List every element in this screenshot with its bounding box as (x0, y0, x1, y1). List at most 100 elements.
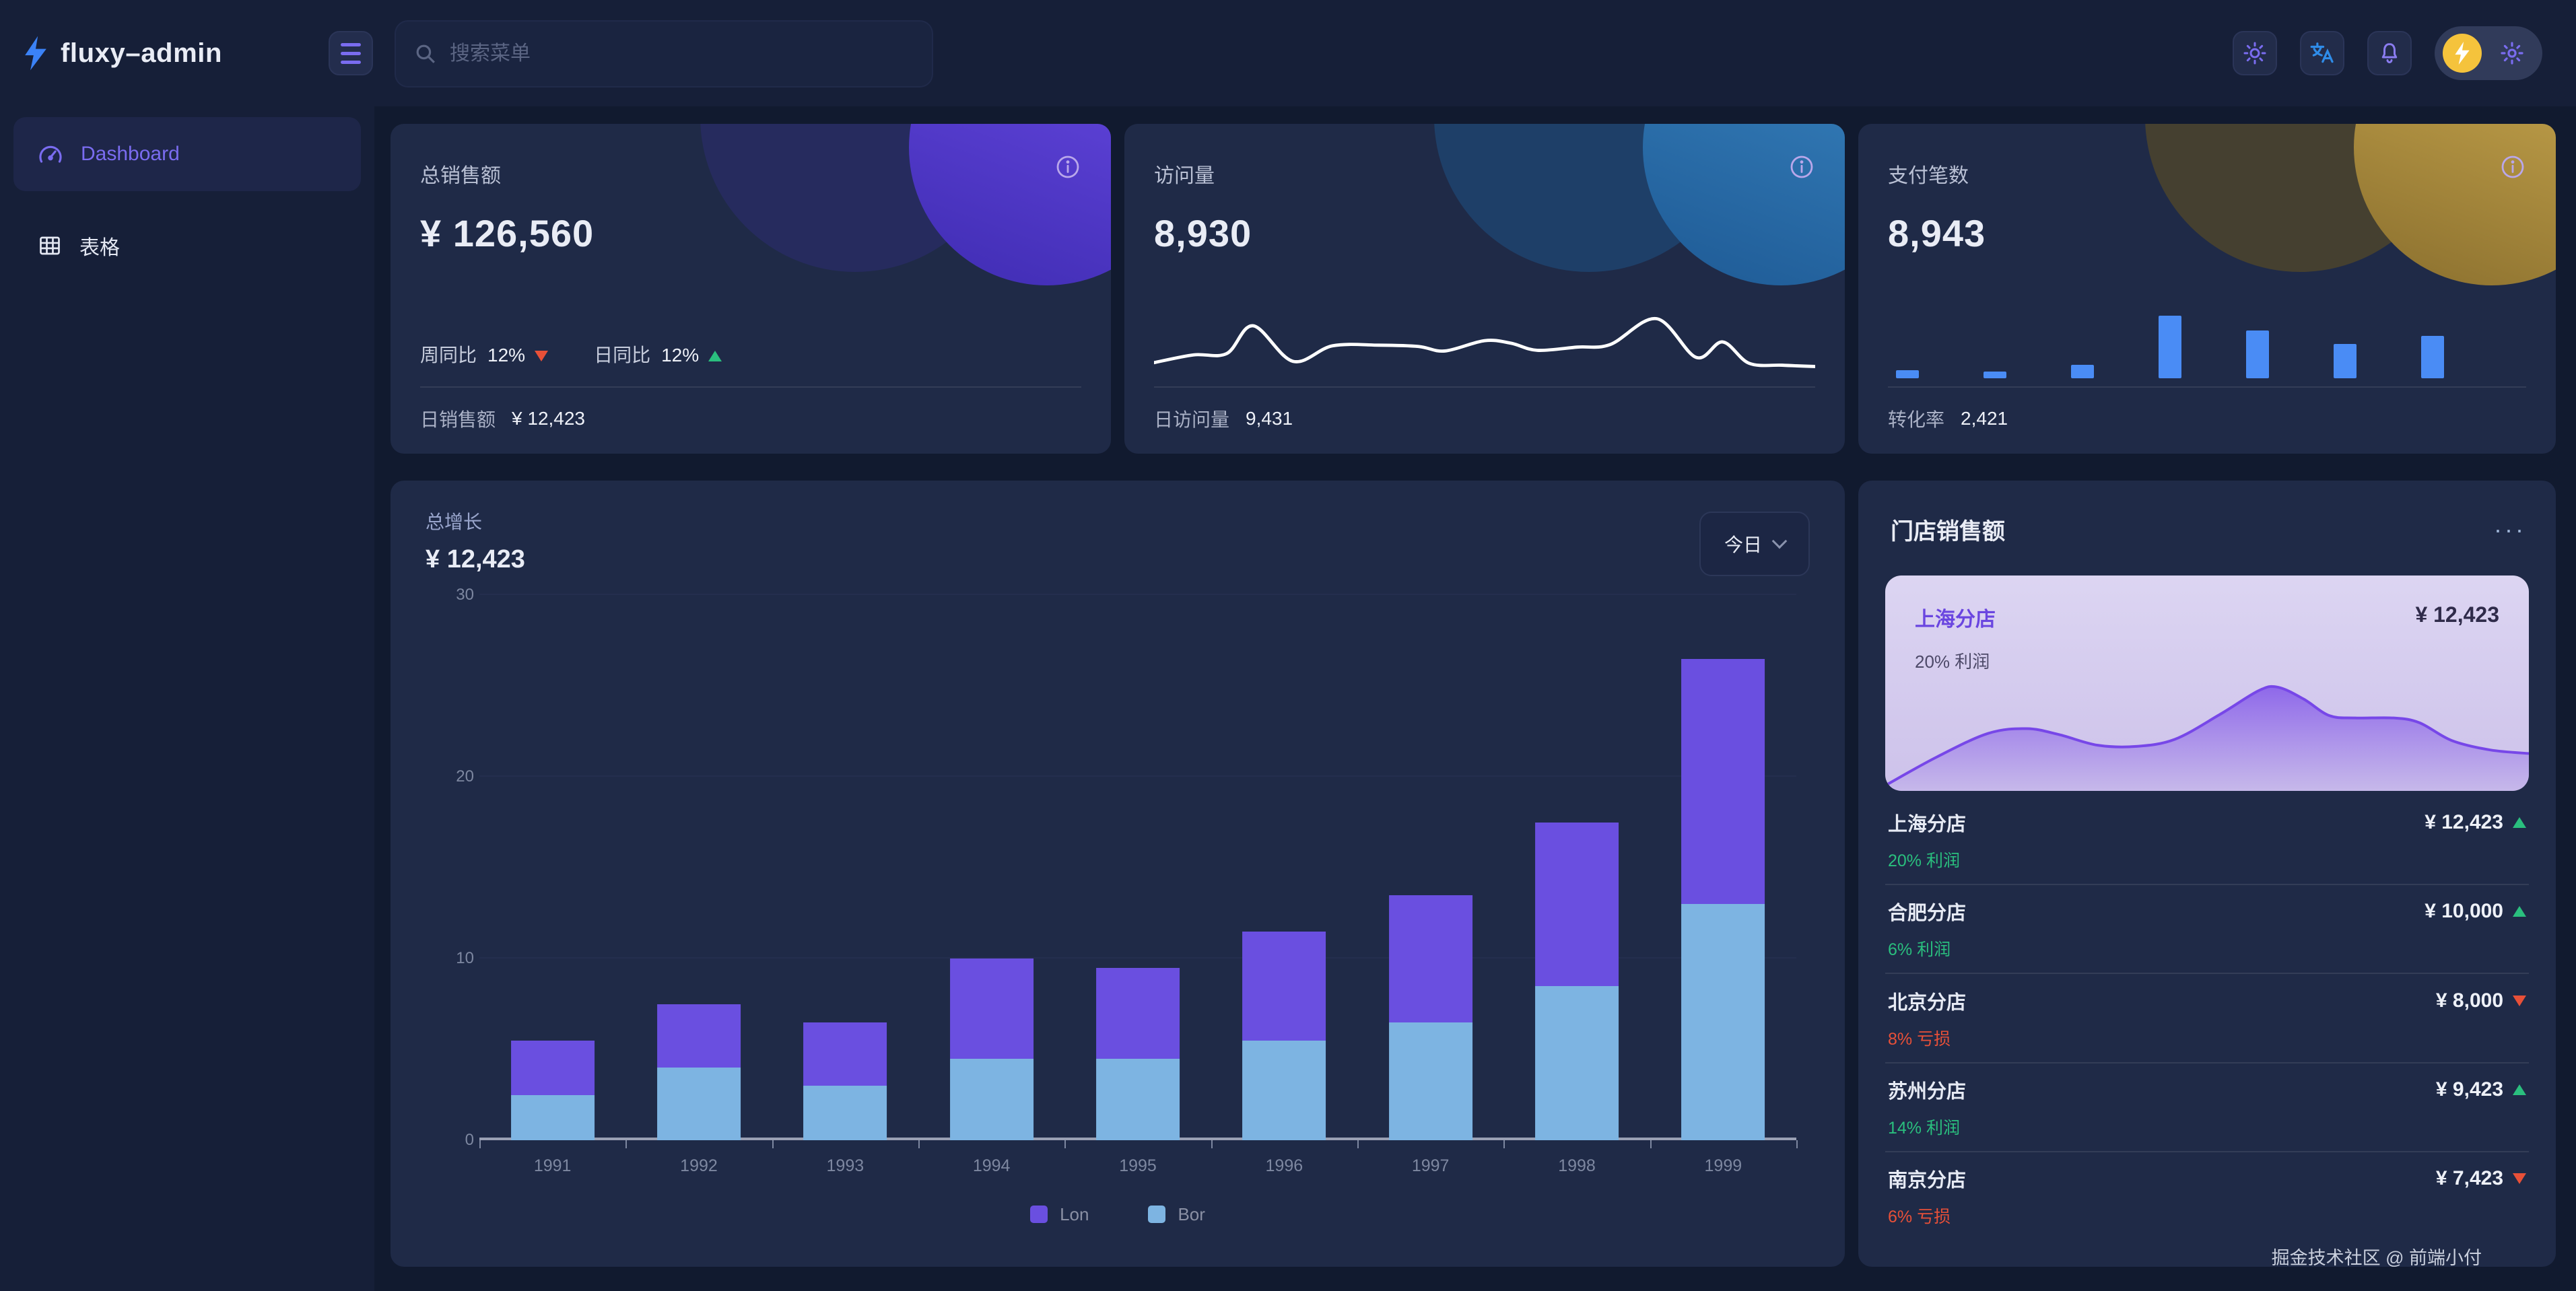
bell-icon (2377, 41, 2402, 65)
store-area-chart (1885, 662, 2529, 791)
triangle-down-icon (2513, 995, 2526, 1006)
x-axis-label: 1998 (1558, 1156, 1596, 1175)
menu-toggle-button[interactable] (329, 31, 373, 75)
bar-1991 (510, 1040, 595, 1140)
visits-sparkline-chart (1154, 255, 1815, 386)
gear-icon[interactable] (2499, 40, 2525, 66)
x-axis-label: 1993 (826, 1156, 865, 1175)
axis-tick (772, 1140, 774, 1148)
triangle-down-icon (2513, 1173, 2526, 1184)
avatar-lightning-icon (2453, 42, 2471, 65)
sidebar-item-table[interactable]: 表格 (13, 209, 361, 283)
language-button[interactable] (2300, 31, 2344, 75)
bar-1995 (1096, 967, 1180, 1140)
divider (1888, 386, 2526, 388)
card-value: 8,930 (1154, 212, 1252, 254)
y-axis-label: 30 (456, 586, 474, 604)
info-icon[interactable] (2499, 153, 2526, 180)
mini-bar (1896, 370, 1919, 378)
store-highlight-card[interactable]: 上海分店 ¥ 12,423 20% 利润 (1885, 575, 2529, 791)
bar-1994 (949, 958, 1033, 1140)
bar-1998 (1535, 822, 1619, 1140)
divider (420, 386, 1081, 388)
store-change: 6% 利润 (1888, 940, 1951, 960)
axis-tick (479, 1140, 481, 1148)
bar-segment-lon (1388, 895, 1472, 1022)
gridline (479, 957, 1796, 958)
store-row[interactable]: 合肥分店 ¥ 10,000 6% 利润 (1885, 884, 2529, 973)
store-list: 上海分店 ¥ 12,423 20% 利润 合肥分店 ¥ 10,000 6% 利润北京分店 ¥… (1885, 796, 2529, 1240)
card-value: 8,943 (1888, 212, 1986, 254)
chart-legend: Lon Bor (426, 1178, 1810, 1251)
bar-segment-lon (1681, 658, 1765, 904)
dashboard-gauge-icon (38, 141, 63, 167)
hamburger-icon (341, 42, 361, 46)
legend-swatch (1030, 1206, 1048, 1223)
bar-segment-bor (1242, 1040, 1326, 1140)
card-payments: 支付笔数 8,943 转化率 2,421 (1858, 124, 2556, 454)
bar-segment-bor (949, 1058, 1033, 1140)
page-footer: 掘金技术社区 @ 前端小付 (2271, 1248, 2482, 1268)
stat-row: 总销售额 ¥ 126,560 周同比 12% 日同比 12% 日销售额 ¥ 12,42… (391, 124, 2556, 454)
mini-bar (1984, 372, 2006, 378)
search-box[interactable] (395, 20, 933, 88)
notifications-button[interactable] (2367, 31, 2412, 75)
chart-title: 总增长 (426, 512, 483, 532)
info-icon[interactable] (1054, 153, 1081, 180)
mini-bar (2246, 330, 2269, 378)
store-change: 14% 利润 (1888, 1118, 1960, 1138)
axis-tick (1796, 1140, 1798, 1148)
topbar-actions (2233, 0, 2542, 106)
theme-toggle-button[interactable] (2233, 31, 2277, 75)
chevron-down-icon (1771, 533, 1788, 549)
bar-segment-lon (1535, 822, 1619, 986)
store-row[interactable]: 苏州分店 ¥ 9,423 14% 利润 (1885, 1061, 2529, 1151)
bar-segment-bor (657, 1068, 741, 1140)
store-row[interactable]: 上海分店 ¥ 12,423 20% 利润 (1885, 796, 2529, 884)
bar-segment-bor (1535, 985, 1619, 1140)
store-name: 北京分店 (1888, 991, 1967, 1014)
y-axis-label: 0 (465, 1131, 474, 1149)
legend-label: Lon (1060, 1203, 1089, 1224)
avatar (2443, 34, 2482, 73)
date-range-select[interactable]: 今日 (1699, 512, 1810, 576)
sidebar-item-dashboard[interactable]: Dashboard (13, 117, 361, 191)
store-name: 上海分店 (1888, 814, 1967, 836)
card-footer: 日销售额 ¥ 12,423 (420, 408, 586, 430)
triangle-up-icon (2513, 1084, 2526, 1095)
search-input[interactable] (450, 42, 913, 65)
store-row[interactable]: 北京分店 ¥ 8,000 8% 亏损 (1885, 973, 2529, 1061)
legend-item-bor[interactable]: Bor (1148, 1204, 1205, 1225)
x-axis-label: 1992 (680, 1156, 718, 1175)
x-axis-label: 1995 (1119, 1156, 1157, 1175)
payments-minibar-chart (1888, 255, 2526, 386)
legend-label: Bor (1178, 1203, 1205, 1224)
user-menu[interactable] (2435, 26, 2542, 80)
card-total-sales: 总销售额 ¥ 126,560 周同比 12% 日同比 12% 日销售额 ¥ 12,42… (391, 124, 1111, 454)
sidebar-item-label: 表格 (79, 237, 120, 259)
store-name: 南京分店 (1888, 1169, 1967, 1191)
bar-segment-bor (510, 1094, 595, 1140)
store-note: 20% 利润 (1915, 652, 1990, 672)
more-options-icon[interactable]: ··· (2494, 515, 2526, 543)
store-value: ¥ 7,423 (2435, 1166, 2503, 1189)
triangle-down-icon (535, 351, 549, 361)
bar-1997 (1388, 895, 1472, 1140)
search-icon (415, 43, 436, 65)
legend-item-lon[interactable]: Lon (1030, 1204, 1089, 1225)
bar-segment-lon (510, 1040, 595, 1095)
day-trend: 日同比 12% (594, 341, 722, 368)
bar-1996 (1242, 931, 1326, 1140)
store-row[interactable]: 南京分店 ¥ 7,423 6% 亏损 (1885, 1150, 2529, 1240)
x-axis-label: 1999 (1704, 1156, 1742, 1175)
plot-area: 1991 1992 1993 1994 1995 1996 1997 1998 1999 (479, 609, 1798, 1175)
x-axis-label: 1997 (1411, 1156, 1450, 1175)
bar-segment-lon (803, 1022, 887, 1086)
sidebar-item-label: Dashboard (81, 143, 180, 165)
store-value: ¥ 8,000 (2435, 989, 2503, 1012)
x-axis-label: 1996 (1265, 1156, 1303, 1175)
info-icon[interactable] (1788, 153, 1815, 180)
axis-tick (1650, 1140, 1652, 1148)
store-value: ¥ 12,423 (2415, 602, 2499, 627)
bar-segment-lon (1242, 931, 1326, 1041)
